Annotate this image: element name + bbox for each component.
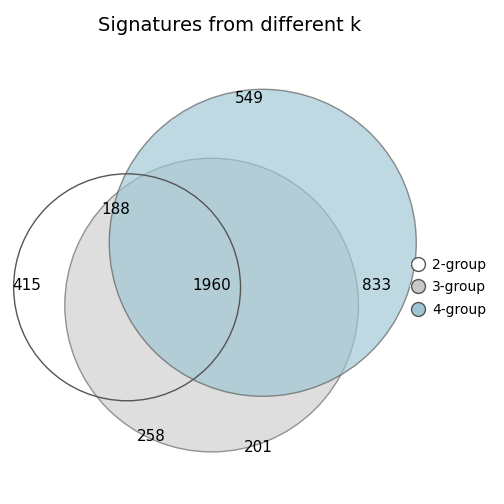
Text: 1960: 1960 [192,278,231,293]
Text: 201: 201 [244,440,273,455]
Legend: 2-group, 3-group, 4-group: 2-group, 3-group, 4-group [405,253,491,322]
Text: 258: 258 [137,429,166,444]
Text: 188: 188 [101,202,131,217]
Circle shape [65,158,358,452]
Title: Signatures from different k: Signatures from different k [98,17,361,35]
Text: 415: 415 [13,278,41,293]
Circle shape [109,89,416,396]
Text: 549: 549 [235,91,264,106]
Text: 833: 833 [362,278,391,293]
